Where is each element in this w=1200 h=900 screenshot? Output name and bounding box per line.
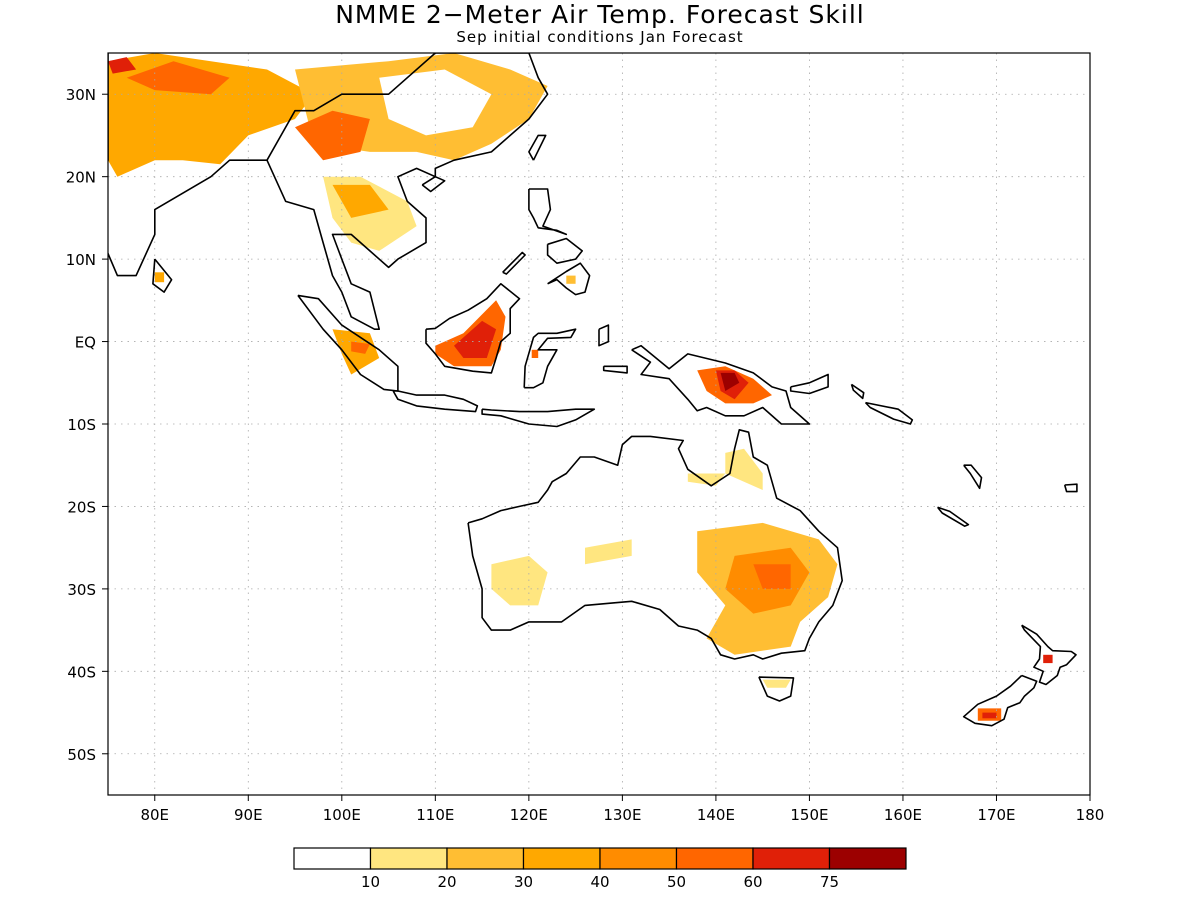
lon-label-110E: 110E [416, 806, 454, 824]
lon-label-170E: 170E [977, 806, 1015, 824]
coastline-new-zealand-south [962, 674, 1038, 727]
skill-patch-central-patch [585, 539, 632, 565]
lat-label-10N: 10N [66, 251, 96, 269]
skill-patch-sulawesi-patch [531, 349, 539, 358]
lon-label-80E: 80E [140, 806, 169, 824]
lon-label-100E: 100E [323, 806, 361, 824]
colorbar-swatch-4 [599, 847, 678, 870]
skill-patch-yunnan-hot [295, 110, 370, 161]
coastline-fiji [1063, 483, 1078, 493]
coastline-borneo [425, 282, 521, 374]
skill-patch-east-australia-hot [753, 564, 791, 589]
coastline-new-guinea [631, 344, 811, 425]
lat-label-50S: 50S [67, 746, 96, 764]
colorbar-label-75: 75 [820, 873, 839, 891]
skill-patch-tasmania-patch [762, 679, 791, 688]
lat-label-30N: 30N [66, 86, 96, 104]
skill-patch-cape-york-patch [725, 448, 763, 490]
lon-label-150E: 150E [790, 806, 828, 824]
coastline-halmahera [598, 324, 610, 347]
skill-patch-himalaya-core [126, 61, 230, 95]
skill-patch-wa-patch [491, 555, 548, 606]
skill-patch-nz-north-patch [1043, 654, 1053, 664]
coastline-tasmania [758, 676, 795, 702]
lat-label-30S: 30S [67, 581, 96, 599]
colorbar-swatch-0 [293, 847, 372, 870]
axis-ticks: 30N 20N 10N EQ 10S 20S 30S 40S 50S 80E 90E 100E 110E… [66, 86, 1105, 824]
skill-patch-borneo-core [454, 320, 497, 358]
coastline-java [392, 390, 479, 413]
coastline-solomon-islands [864, 401, 914, 425]
lat-label-EQ: EQ [75, 334, 96, 352]
colorbar-swatch-1 [369, 847, 448, 870]
coastline-palawan [502, 251, 526, 275]
skill-shading-layer [108, 53, 1053, 721]
coastline-philippines-mindanao [547, 262, 591, 296]
coastline-hainan [421, 175, 446, 193]
colorbar-label-60: 60 [743, 873, 762, 891]
colorbar-label-50: 50 [667, 873, 686, 891]
coastline-new-britain [789, 373, 829, 395]
coastline-australia [467, 428, 844, 660]
coastline-sulawesi [523, 328, 577, 389]
map-subtitle: Sep initial conditions Jan Forecast [456, 28, 744, 46]
colorbar-swatch-2 [446, 847, 525, 870]
lon-label-130E: 130E [603, 806, 641, 824]
coastline-lesser-sundas [481, 408, 596, 428]
colorbar-label-10: 10 [361, 873, 380, 891]
skill-patch-sumatra-hot [351, 341, 370, 354]
coastline-sri-lanka [152, 258, 173, 293]
lon-label-180: 180 [1076, 806, 1105, 824]
lon-label-140E: 140E [697, 806, 735, 824]
lon-label-120E: 120E [510, 806, 548, 824]
skill-patch-sri-lanka-patch [154, 272, 165, 283]
colorbar-label-30: 30 [514, 873, 533, 891]
lon-label-90E: 90E [234, 806, 263, 824]
lat-label-20S: 20S [67, 498, 96, 516]
coastline-taiwan [528, 134, 547, 161]
skill-patch-new-guinea-peak [720, 372, 740, 391]
lat-label-10S: 10S [67, 416, 96, 434]
colorbar-swatch-7 [828, 847, 907, 870]
coastline-seram [602, 365, 628, 374]
colorbar-label-40: 40 [590, 873, 609, 891]
colorbar-swatch-6 [752, 847, 831, 870]
colorbar-label-20: 20 [437, 873, 456, 891]
coastline-philippines-luzon [528, 188, 568, 236]
colorbar: 10 20 30 40 50 60 75 [293, 847, 907, 891]
coastline-new-caledonia [936, 506, 970, 528]
skill-patch-mindanao-patch [566, 275, 576, 284]
colorbar-swatch-3 [522, 847, 601, 870]
coastline-bougainville [850, 383, 865, 400]
coastline-india [108, 53, 436, 277]
lon-label-160E: 160E [884, 806, 922, 824]
map-title: NMME 2−Meter Air Temp. Forecast Skill [335, 0, 865, 29]
coastline-philippines-visayas [546, 237, 584, 265]
coastline-indochina [266, 53, 549, 331]
coastline-vanuatu [963, 464, 983, 490]
skill-patch-indochina-hot [332, 184, 389, 218]
colorbar-swatch-5 [675, 847, 754, 870]
skill-patch-south-china-inner-clear [379, 69, 492, 136]
skill-patch-nz-south-core [982, 712, 997, 719]
lat-label-40S: 40S [67, 663, 96, 681]
map-background [108, 53, 1090, 795]
lat-label-20N: 20N [66, 169, 96, 187]
skill-patch-himalaya-peak [108, 57, 137, 74]
coastlines [108, 53, 1078, 727]
coastline-new-zealand-north [1021, 624, 1077, 686]
